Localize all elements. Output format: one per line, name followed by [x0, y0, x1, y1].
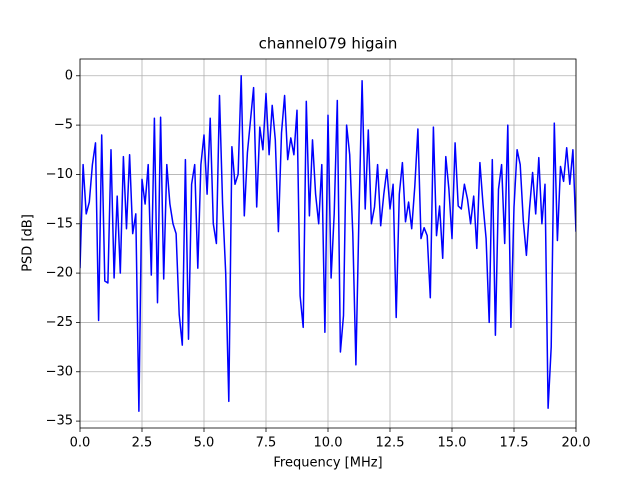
x-tick-label: 2.5 [132, 436, 153, 451]
x-tick-label: 17.5 [500, 436, 529, 451]
y-tick-label: −5 [54, 118, 73, 133]
y-tick-label: −30 [46, 364, 73, 379]
x-tick-label: 15.0 [438, 436, 467, 451]
x-tick-label: 5.0 [194, 436, 215, 451]
y-tick-label: −10 [46, 167, 73, 182]
y-tick-label: −20 [46, 266, 73, 281]
axes-frame [79, 58, 577, 429]
y-tick-label: 0 [65, 68, 73, 83]
x-tick-label: 10.0 [314, 436, 343, 451]
chart-title: channel079 higain [259, 35, 398, 53]
y-tick-label: −15 [46, 216, 73, 231]
y-tick-label: −35 [46, 414, 73, 429]
data-line [80, 75, 576, 412]
x-tick-label: 20.0 [562, 436, 591, 451]
x-tick-label: 7.5 [256, 436, 277, 451]
y-tick-label: −25 [46, 315, 73, 330]
x-axis-label: Frequency [MHz] [273, 456, 382, 471]
y-axis-label: PSD [dB] [21, 214, 36, 272]
x-tick-label: 0.0 [70, 436, 91, 451]
x-tick-label: 12.5 [376, 436, 405, 451]
